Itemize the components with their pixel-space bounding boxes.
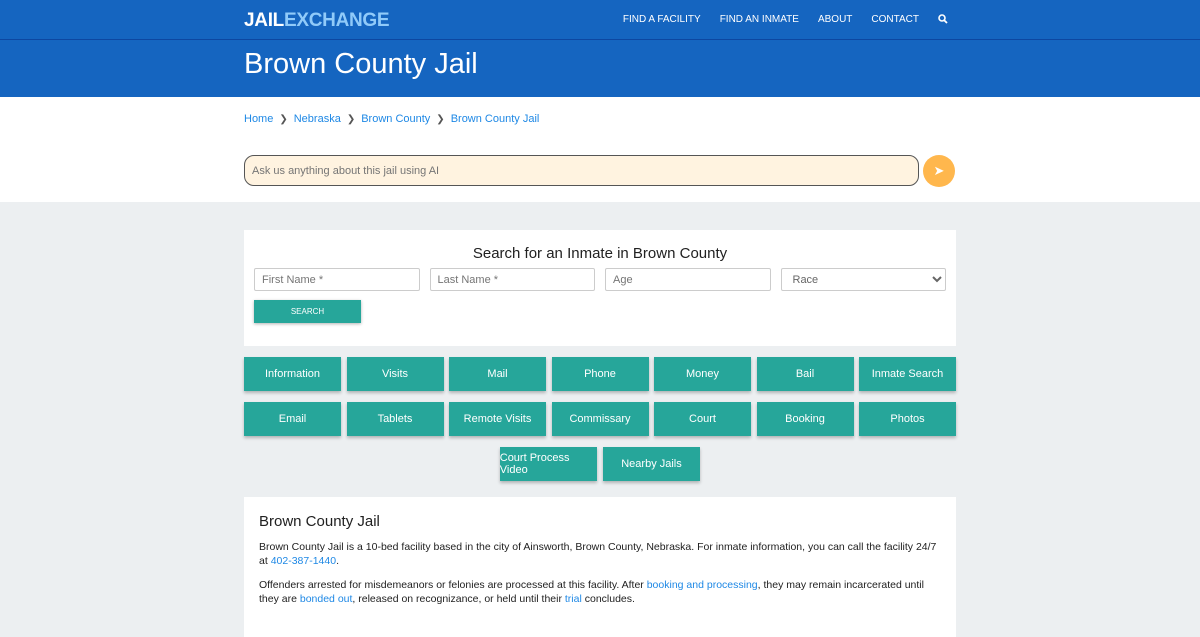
bonded-out-link[interactable]: bonded out	[299, 592, 353, 605]
btn-email[interactable]: Email	[244, 402, 341, 436]
breadcrumb-state[interactable]: Nebraska	[293, 113, 341, 125]
btn-court-process-video[interactable]: Court Process Video	[499, 447, 598, 481]
logo-text-exchange: EXCHANGE	[283, 10, 390, 31]
nav-find-facility[interactable]: FIND A FACILITY	[622, 14, 701, 25]
race-select[interactable]: Race	[780, 268, 946, 291]
info-paragraph-1: Brown County Jail is a 10-bed facility b…	[259, 541, 937, 567]
breadcrumb: Home ❯ Nebraska ❯ Brown County ❯ Brown Coun…	[244, 113, 539, 125]
send-button[interactable]: ➤	[923, 155, 955, 187]
breadcrumb-county[interactable]: Brown County	[361, 113, 431, 125]
btn-booking[interactable]: Booking	[756, 402, 854, 436]
logo-text-jail: JAIL	[244, 10, 284, 31]
top-nav: JAILEXCHANGE FIND A FACILITY FIND AN INM…	[0, 0, 1200, 40]
hero: Brown County Jail	[0, 40, 1200, 97]
last-name-input[interactable]	[429, 268, 595, 291]
btn-tablets[interactable]: Tablets	[346, 402, 444, 436]
btn-money[interactable]: Money	[654, 357, 751, 391]
btn-phone[interactable]: Phone	[551, 357, 649, 391]
btn-photos[interactable]: Photos	[859, 402, 956, 436]
btn-information[interactable]: Information	[244, 357, 341, 391]
nav-about[interactable]: ABOUT	[817, 14, 853, 25]
btn-inmate-search[interactable]: Inmate Search	[859, 357, 956, 391]
booking-link[interactable]: booking and processing	[646, 579, 758, 591]
btn-commissary[interactable]: Commissary	[551, 402, 649, 436]
first-name-input[interactable]	[254, 268, 420, 291]
btn-court[interactable]: Court	[654, 402, 751, 436]
chevron-right-icon: ❯	[436, 113, 445, 125]
nav-find-inmate[interactable]: FIND AN INMATE	[719, 14, 799, 25]
trial-link[interactable]: trial	[564, 592, 582, 605]
nav-contact[interactable]: CONTACT	[871, 14, 919, 25]
search-button[interactable]: SEARCH	[254, 300, 361, 323]
btn-nearby-jails[interactable]: Nearby Jails	[602, 447, 701, 481]
search-icon[interactable]	[938, 14, 948, 27]
btn-remote-visits[interactable]: Remote Visits	[449, 402, 546, 436]
breadcrumb-home[interactable]: Home	[244, 113, 274, 125]
chevron-right-icon: ❯	[279, 113, 288, 125]
breadcrumb-jail[interactable]: Brown County Jail	[450, 113, 540, 125]
page-title: Brown County Jail	[244, 48, 478, 80]
btn-visits[interactable]: Visits	[346, 357, 444, 391]
info-paragraph-2: Offenders arrested for misdemeanors or f…	[259, 579, 924, 605]
phone-link[interactable]: 402-387-1440	[270, 554, 337, 567]
paper-plane-icon: ➤	[933, 163, 945, 178]
search-title: Search for an Inmate in Brown County	[472, 245, 728, 262]
age-input[interactable]	[605, 268, 771, 291]
ai-question-input[interactable]	[244, 155, 919, 186]
logo[interactable]: JAILEXCHANGE	[244, 10, 390, 32]
chevron-right-icon: ❯	[346, 113, 356, 125]
btn-mail[interactable]: Mail	[449, 357, 546, 391]
info-title: Brown County Jail	[259, 513, 380, 530]
inmate-search-card: Search for an Inmate in Brown County Rac…	[244, 230, 956, 346]
btn-bail[interactable]: Bail	[756, 357, 854, 391]
info-card: Brown County Jail Brown County Jail is a…	[244, 497, 956, 637]
